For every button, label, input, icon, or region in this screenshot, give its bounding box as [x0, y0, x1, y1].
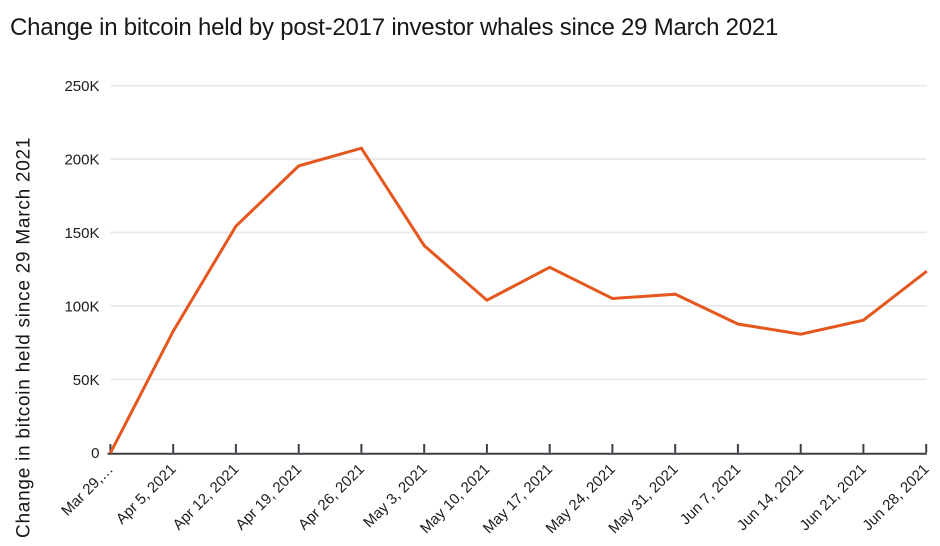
- svg-text:Mar 29,…: Mar 29,…: [58, 461, 117, 520]
- svg-text:Change in bitcoin held since 2: Change in bitcoin held since 29 March 20…: [14, 137, 35, 538]
- svg-text:Apr 19, 2021: Apr 19, 2021: [232, 461, 305, 534]
- svg-text:100K: 100K: [64, 298, 99, 315]
- svg-text:200K: 200K: [64, 152, 99, 169]
- svg-text:Change in bitcoin held by post: Change in bitcoin held by post-2017 inve…: [10, 14, 778, 41]
- svg-text:Jun 7, 2021: Jun 7, 2021: [677, 461, 744, 528]
- svg-text:150K: 150K: [64, 225, 99, 242]
- svg-text:Jun 28, 2021: Jun 28, 2021: [859, 461, 932, 534]
- svg-text:Apr 5, 2021: Apr 5, 2021: [113, 461, 180, 528]
- svg-text:May 3, 2021: May 3, 2021: [360, 461, 430, 531]
- svg-text:250K: 250K: [64, 78, 99, 95]
- svg-text:0: 0: [91, 445, 99, 462]
- svg-text:50K: 50K: [73, 372, 100, 389]
- svg-text:Jun 21, 2021: Jun 21, 2021: [796, 461, 869, 534]
- svg-text:Apr 26, 2021: Apr 26, 2021: [295, 461, 368, 534]
- svg-text:Apr 12, 2021: Apr 12, 2021: [170, 461, 243, 534]
